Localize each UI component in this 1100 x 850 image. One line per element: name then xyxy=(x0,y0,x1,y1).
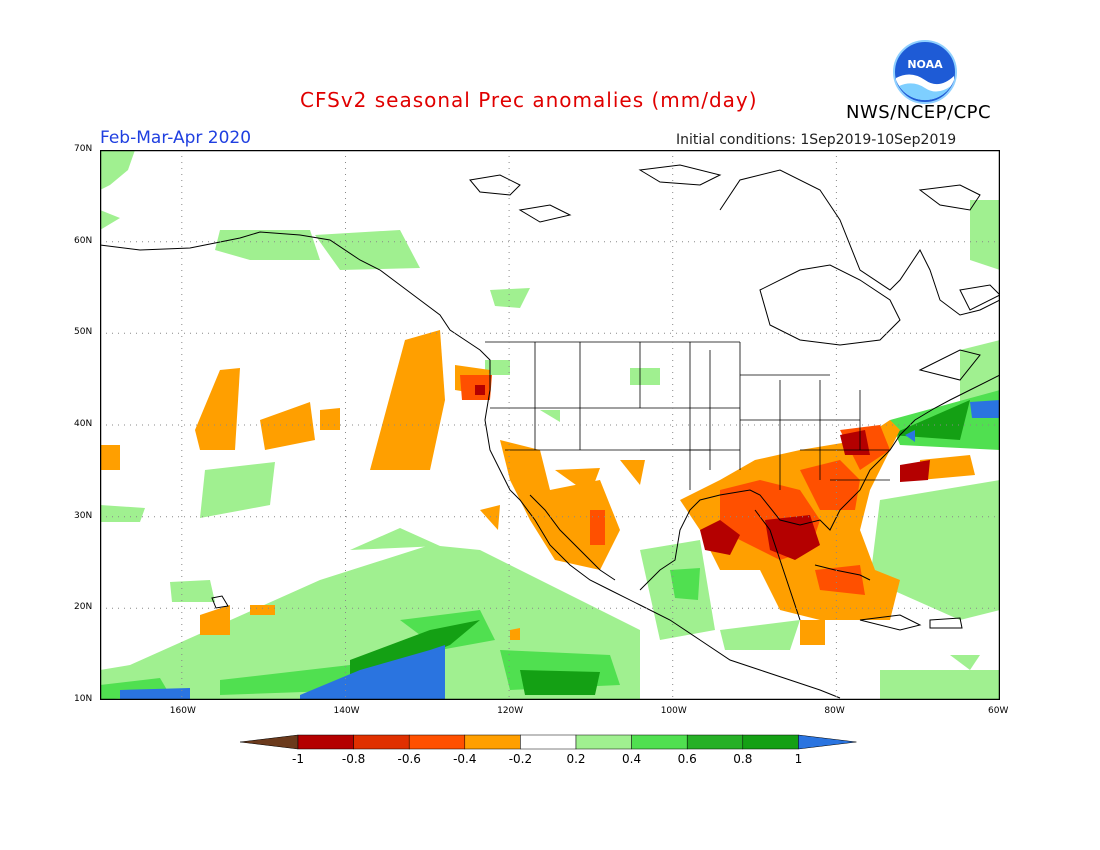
lat-label: 70N xyxy=(74,144,93,154)
colorbar-swatch xyxy=(520,734,577,750)
colorbar-label: -0.4 xyxy=(453,752,476,766)
lon-label: 120W xyxy=(497,706,524,716)
colorbar-label: -0.6 xyxy=(397,752,420,766)
initial-conditions-label: Initial conditions: 1Sep2019-10Sep2019 xyxy=(676,132,957,148)
lon-label: 140W xyxy=(333,706,360,716)
lat-label: 40N xyxy=(74,419,93,429)
colorbar-swatch xyxy=(742,734,799,750)
colorbar-label: -1 xyxy=(292,752,304,766)
colorbar-label: 0.4 xyxy=(622,752,641,766)
negative-anomaly-strong xyxy=(475,385,930,560)
noaa-logo: NOAA xyxy=(893,40,957,104)
lat-label: 20N xyxy=(74,602,93,613)
map-border xyxy=(100,150,1000,700)
colorbar-label: -0.2 xyxy=(509,752,532,766)
lat-label: 50N xyxy=(74,327,93,338)
season-label: Feb-Mar-Apr 2020 xyxy=(100,128,252,148)
colorbar-swatch xyxy=(575,734,632,750)
colorbar-label: 1 xyxy=(795,752,803,766)
lat-lon-grid xyxy=(100,150,1000,700)
noaa-logo-text: NOAA xyxy=(907,58,943,71)
colorbar-swatch xyxy=(353,734,410,750)
positive-anomaly-max xyxy=(120,400,1000,700)
colorbar-swatch xyxy=(408,734,466,750)
colorbar: -1 -0.8 -0.6 -0.4 -0.2 0.2 0.4 0.6 0.8 1 xyxy=(240,734,857,766)
colorbar-swatch xyxy=(464,734,521,750)
colorbar-swatches xyxy=(240,734,857,750)
precip-anomaly-map xyxy=(100,150,1000,700)
colorbar-swatch xyxy=(240,734,299,750)
lon-label: 160W xyxy=(169,706,196,716)
agency-label: NWS/NCEP/CPC xyxy=(846,102,992,123)
colorbar-labels: -1 -0.8 -0.6 -0.4 -0.2 0.2 0.4 0.6 0.8 1 xyxy=(292,752,802,766)
lat-label: 10N xyxy=(74,694,93,704)
coastlines xyxy=(100,164,1000,699)
lon-label: 60W xyxy=(988,706,1009,716)
colorbar-label: -0.8 xyxy=(342,752,365,766)
colorbar-label: 0.2 xyxy=(566,752,585,766)
lat-label: 30N xyxy=(74,510,93,521)
colorbar-label: 0.8 xyxy=(733,752,752,766)
colorbar-swatch xyxy=(686,734,744,750)
lon-label: 80W xyxy=(824,706,845,716)
colorbar-swatch xyxy=(798,734,857,750)
lon-label: 100W xyxy=(660,706,687,716)
colorbar-label: 0.6 xyxy=(678,752,697,766)
map-title: CFSv2 seasonal Prec anomalies (mm/day) xyxy=(300,88,758,112)
state-borders xyxy=(485,341,890,490)
colorbar-swatch xyxy=(297,734,354,750)
colorbar-swatch xyxy=(631,734,688,750)
lat-label: 60N xyxy=(74,235,93,246)
